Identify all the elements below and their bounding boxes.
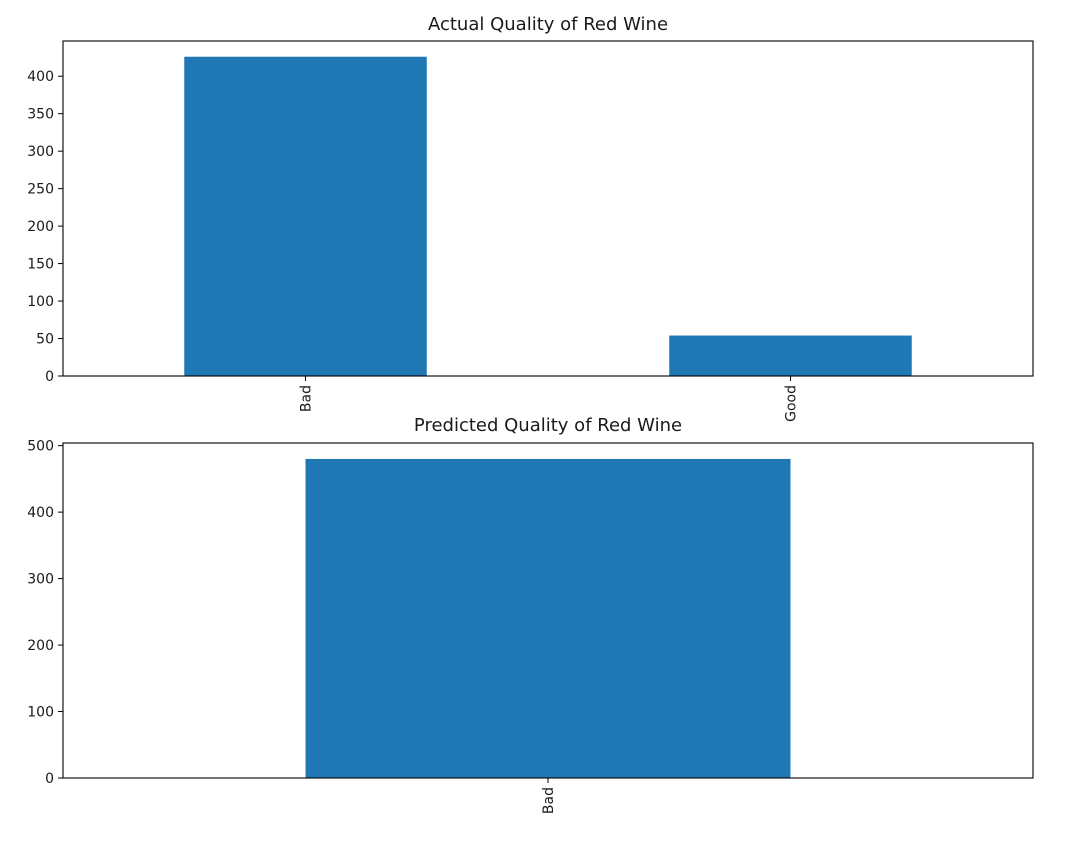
chart-title: Actual Quality of Red Wine: [428, 14, 668, 35]
y-tick-label: 100: [27, 705, 54, 721]
chart-title: Predicted Quality of Red Wine: [414, 415, 682, 436]
y-tick-label: 0: [45, 369, 54, 385]
y-tick-label: 150: [27, 257, 54, 273]
plot-frame: [62, 40, 1034, 377]
y-tick-label: 100: [27, 294, 54, 310]
y-tick-label: 200: [27, 638, 54, 654]
bar-bad: [305, 458, 791, 778]
y-tick-label: 300: [27, 572, 54, 588]
y-tick-label: 350: [27, 107, 54, 123]
x-tick-label: Bad: [299, 385, 315, 412]
x-tick-label: Good: [784, 385, 800, 422]
predicted-quality-chart: Predicted Quality of Red Wine 0 100 200 300…: [27, 415, 1034, 814]
bar-group: [305, 458, 791, 778]
y-tick-label: 400: [27, 69, 54, 85]
y-tick-label: 200: [27, 219, 54, 235]
bar-good: [669, 335, 912, 376]
x-axis: Bad Good: [299, 376, 800, 422]
y-axis: 0 50 100 150 200 250 300 350 400: [27, 69, 63, 385]
y-tick-label: 250: [27, 182, 54, 198]
y-tick-label: 0: [45, 771, 54, 787]
y-axis: 0 100 200 300 400 500: [27, 439, 63, 787]
x-axis: Bad: [541, 778, 557, 814]
y-tick-label: 300: [27, 144, 54, 160]
bar-group: [184, 56, 912, 377]
x-tick-label: Bad: [541, 787, 557, 814]
y-tick-label: 500: [27, 439, 54, 455]
bar-bad: [184, 56, 427, 377]
actual-quality-chart: Actual Quality of Red Wine 0 50 100 150 200 2…: [27, 14, 1034, 422]
plot-frame: [62, 442, 1034, 779]
y-tick-label: 50: [36, 332, 54, 348]
y-tick-label: 400: [27, 505, 54, 521]
